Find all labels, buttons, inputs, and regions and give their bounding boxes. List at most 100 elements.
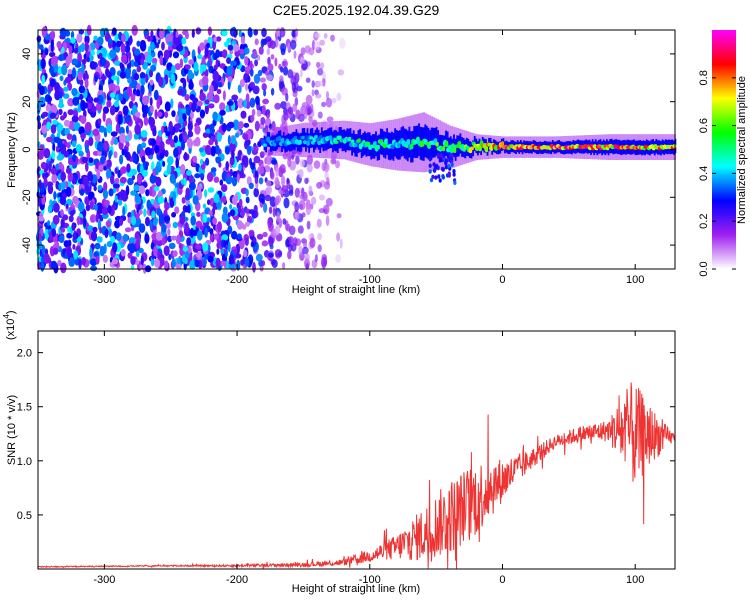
heatmap-cell <box>347 136 352 142</box>
heatmap-cell <box>178 117 184 125</box>
heatmap-cell <box>336 232 341 242</box>
heatmap-cell <box>237 84 242 94</box>
heatmap-cell <box>256 110 262 117</box>
heatmap-cell <box>59 196 66 205</box>
heatmap-cell <box>78 85 86 94</box>
heatmap-cell <box>148 84 152 94</box>
heatmap-cell <box>297 225 304 234</box>
heatmap-cell <box>225 161 229 171</box>
heatmap-cell <box>208 138 214 146</box>
heatmap-cell <box>89 53 93 64</box>
heatmap-cell <box>67 68 73 75</box>
y-tick-label: 40 <box>21 48 33 60</box>
heatmap-cell <box>71 140 77 148</box>
heatmap-cell <box>270 87 275 96</box>
heatmap-cell <box>321 161 326 172</box>
heatmap-cell <box>138 247 144 254</box>
heatmap-cell <box>183 135 188 143</box>
heatmap-cell <box>145 73 149 84</box>
heatmap-cell <box>47 205 53 214</box>
heatmap-cell <box>213 176 220 183</box>
heatmap-cell <box>229 168 233 177</box>
heatmap-cell <box>84 102 88 109</box>
snr-y-ticks: 0.5 1.0 1.5 2.0 <box>17 348 675 522</box>
heatmap-cell <box>58 98 64 107</box>
heatmap-cell <box>184 251 190 259</box>
x-tick-label: -200 <box>226 574 248 586</box>
heatmap-cell <box>350 139 355 144</box>
heatmap-cell <box>187 72 195 80</box>
heatmap-cell <box>193 61 199 72</box>
y-tick-label: 1.0 <box>17 456 32 468</box>
x-tick-label: -300 <box>93 274 115 286</box>
heatmap-cell <box>167 156 174 166</box>
heatmap-cell <box>168 41 173 47</box>
heatmap-cell <box>159 152 165 159</box>
heatmap-cell <box>444 165 448 170</box>
heatmap-cell <box>140 163 144 175</box>
heatmap-cell <box>110 92 116 99</box>
heatmap-cell <box>134 123 141 135</box>
heatmap-cell <box>102 106 110 114</box>
heatmap-cell <box>231 150 235 159</box>
heatmap-cell <box>233 248 238 254</box>
heatmap-cell <box>158 214 165 225</box>
heatmap-cell <box>246 145 252 156</box>
heatmap-cell <box>142 95 149 106</box>
heatmap-cell <box>262 98 269 105</box>
heatmap-cell <box>156 208 162 216</box>
heatmap-cell <box>163 121 167 127</box>
heatmap-cell <box>140 84 145 96</box>
heatmap-cell <box>41 124 48 134</box>
heatmap-cell <box>38 216 45 222</box>
heatmap-cell <box>106 170 112 179</box>
heatmap-cell <box>304 135 309 141</box>
heatmap-cell <box>335 160 340 169</box>
heatmap-cell <box>330 158 337 165</box>
heatmap-cell <box>118 93 124 101</box>
heatmap-cell <box>452 172 456 177</box>
y-tick-label: 0 <box>21 146 33 152</box>
heatmap-cell <box>204 227 208 238</box>
spectrogram-y-label: Frequency (Hz) <box>6 112 18 188</box>
heatmap-cell <box>150 30 154 38</box>
heatmap-cell <box>246 215 253 223</box>
heatmap-cell <box>173 135 178 144</box>
heatmap-cell <box>199 225 205 231</box>
heatmap-cell <box>444 140 449 148</box>
colorbar-tick-label: 0.6 <box>698 118 710 133</box>
heatmap-cell <box>115 232 122 242</box>
heatmap-cell <box>326 177 330 186</box>
heatmap-cell <box>229 156 235 166</box>
heatmap-cell <box>99 226 103 234</box>
heatmap-cell <box>249 60 253 69</box>
heatmap-cell <box>58 182 62 191</box>
heatmap-cell <box>306 163 313 173</box>
heatmap-cell <box>306 220 311 230</box>
heatmap-cell <box>434 165 438 170</box>
heatmap-cell <box>172 250 178 257</box>
heatmap-cell <box>139 41 147 52</box>
heatmap-cell <box>223 240 227 248</box>
heatmap-cell <box>152 217 158 227</box>
heatmap-cell <box>325 215 330 227</box>
heatmap-cell <box>436 152 441 158</box>
svg-text:(x104): (x104) <box>2 310 17 340</box>
heatmap-cell <box>453 180 457 185</box>
heatmap-cell <box>337 69 345 76</box>
heatmap-cell <box>245 196 250 204</box>
heatmap-cell <box>263 143 268 147</box>
heatmap-cell <box>447 164 451 169</box>
heatmap-cell <box>90 215 95 223</box>
heatmap-cell <box>180 178 185 185</box>
heatmap-cell <box>52 247 59 255</box>
heatmap-cell <box>267 217 273 229</box>
heatmap-cell <box>274 57 278 67</box>
heatmap-cell <box>249 81 256 89</box>
heatmap-cell <box>103 165 107 171</box>
heatmap-cell <box>209 228 214 235</box>
heatmap-cell <box>51 150 56 160</box>
heatmap-cell <box>88 136 94 147</box>
heatmap-cell <box>282 262 286 270</box>
heatmap-cell <box>185 31 189 40</box>
